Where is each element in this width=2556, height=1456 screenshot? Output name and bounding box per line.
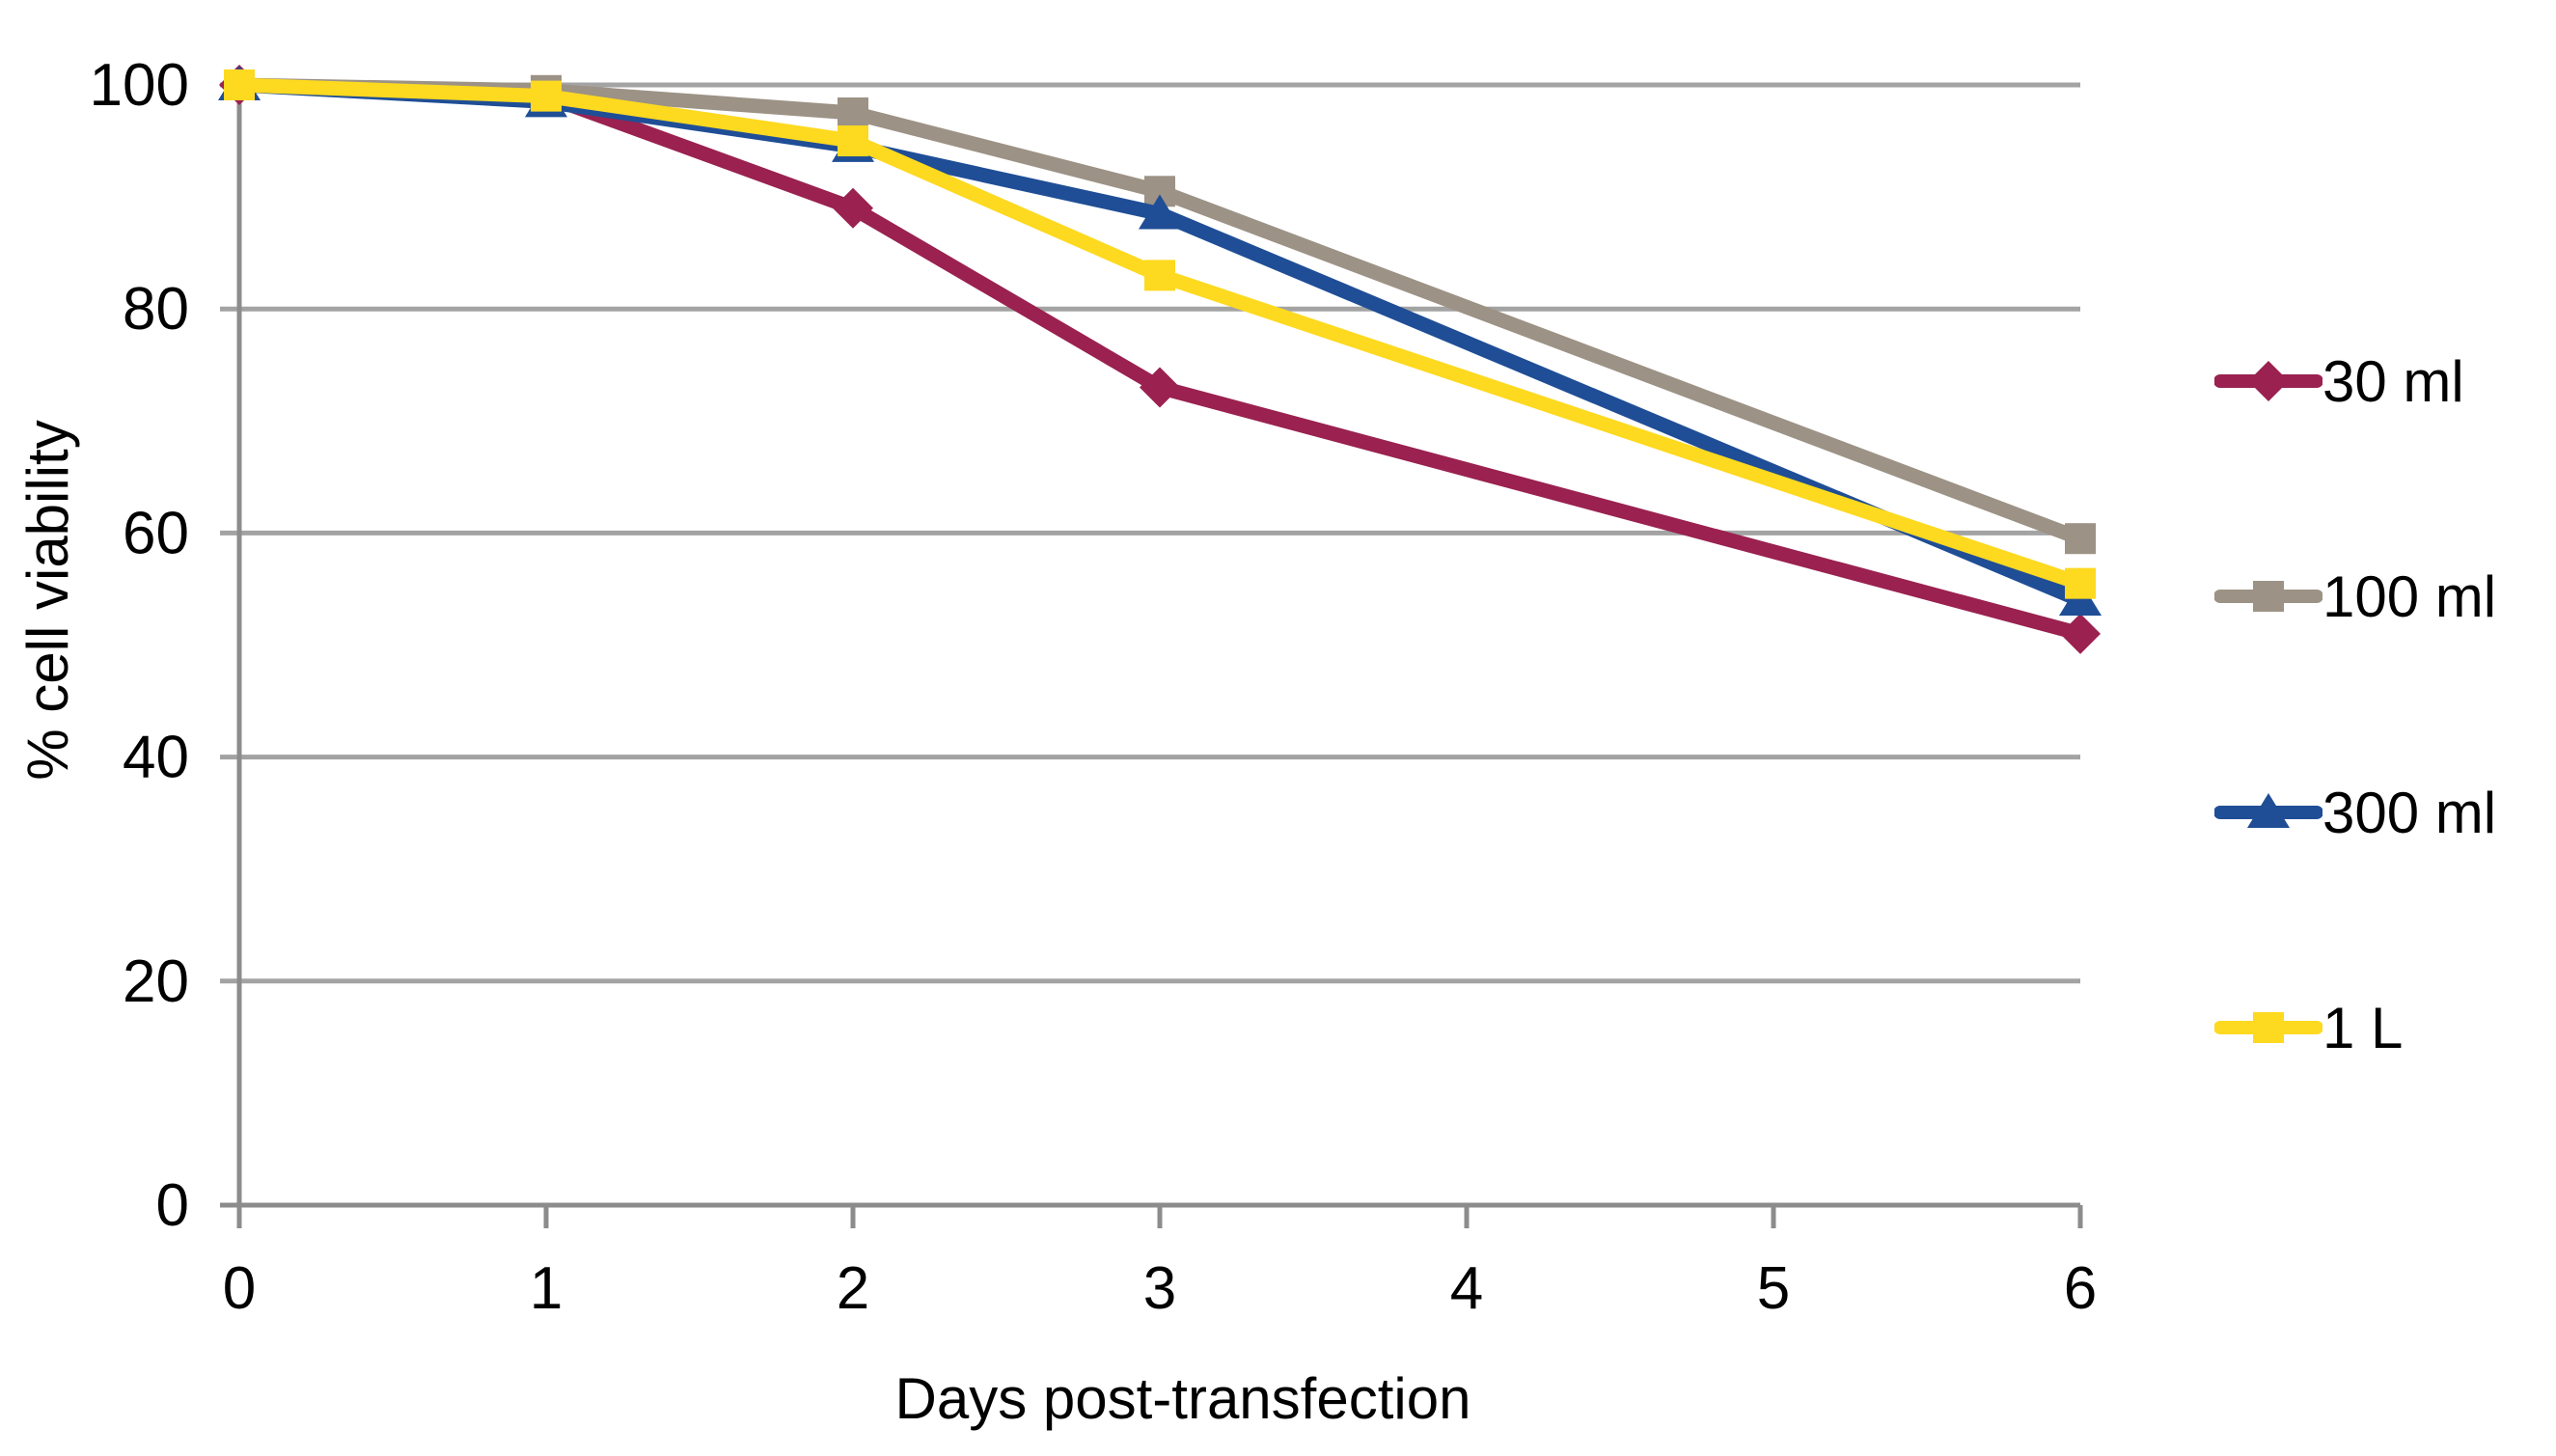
x-tick-label: 1 xyxy=(530,1255,563,1322)
data-point-marker xyxy=(1140,367,1180,408)
x-tick-label: 3 xyxy=(1143,1255,1176,1322)
data-point-marker xyxy=(1144,260,1175,291)
data-point-marker xyxy=(2060,613,2101,654)
data-point-marker xyxy=(838,97,868,129)
x-tick-label: 5 xyxy=(1757,1255,1790,1322)
y-tick-label: 0 xyxy=(156,1172,189,1239)
data-point-marker xyxy=(224,69,255,100)
series-line xyxy=(232,77,2088,608)
data-point-marker xyxy=(1139,194,1181,230)
data-point-marker xyxy=(2065,523,2096,555)
x-axis-title: Days post-transfection xyxy=(894,1366,1471,1431)
x-tick-label: 6 xyxy=(2064,1255,2097,1322)
data-point-marker xyxy=(833,187,873,229)
series-line xyxy=(232,77,2088,591)
y-tick-label: 40 xyxy=(123,725,189,791)
data-point-marker xyxy=(2065,567,2096,599)
data-point-marker xyxy=(531,80,562,112)
y-tick-label: 60 xyxy=(123,500,189,566)
x-tick-label: 2 xyxy=(837,1255,869,1322)
y-tick-label: 100 xyxy=(90,52,189,119)
series-line xyxy=(232,77,2088,642)
x-tick-label: 4 xyxy=(1450,1255,1483,1322)
y-tick-label: 20 xyxy=(123,948,189,1015)
y-tick-label: 80 xyxy=(123,276,189,343)
data-point-marker xyxy=(838,125,868,157)
y-axis-title: % cell viability xyxy=(15,420,80,781)
x-tick-label: 0 xyxy=(223,1255,256,1322)
series-line xyxy=(232,77,2088,546)
